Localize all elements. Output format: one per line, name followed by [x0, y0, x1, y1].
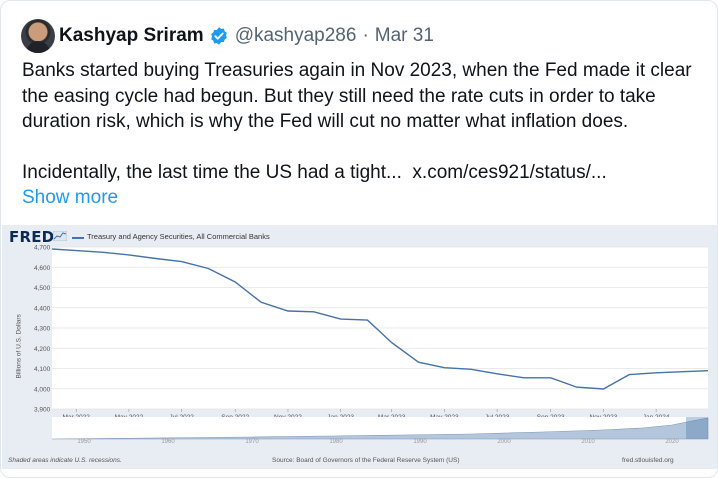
navigator-selection[interactable]: [686, 417, 708, 439]
y-tick-label: 4,100: [34, 366, 51, 373]
tweet-date[interactable]: Mar 31: [374, 25, 434, 46]
profile-avatar[interactable]: [21, 19, 55, 53]
tweet-link[interactable]: x.com/ces921/status/...: [412, 161, 607, 183]
y-tick-label: 4,600: [34, 265, 51, 272]
truncated-text: Incidentally, the last time the US had a…: [22, 161, 402, 183]
navigator-tick-label: 1990: [413, 439, 427, 445]
navigator-tick-label: 1950: [77, 439, 91, 445]
show-more-link[interactable]: Show more: [22, 187, 119, 208]
tweet-line: the easing cycle had begun. But they sti…: [22, 85, 656, 107]
header-separator: ·: [362, 25, 369, 46]
navigator-tick-label: 2000: [497, 439, 511, 445]
chart-source: Source: Board of Governors of the Federa…: [272, 457, 460, 464]
tweet-line: duration risk, which is why the Fed will…: [22, 111, 629, 132]
navigator-area: [51, 417, 709, 440]
tweet-line-truncated: Incidentally, the last time the US had a…: [22, 160, 706, 186]
verified-badge-icon: [210, 27, 227, 45]
navigator-tick-label: 1960: [161, 439, 175, 445]
user-handle[interactable]: @kashyap286: [234, 25, 357, 46]
navigator-tick-label: 2020: [665, 439, 679, 445]
y-tick-label: 4,500: [34, 285, 51, 292]
fred-chart-image[interactable]: FRED Treasury and Agency Securities, All…: [2, 225, 717, 469]
series-line: [51, 248, 709, 390]
navigator-tick-label: 1970: [245, 439, 259, 445]
line-plot: 4,700 4,600 4,500 4,400 4,300 4,200 4,100 4,000…: [34, 245, 709, 445]
navigator-tick-label: 1980: [329, 439, 343, 445]
recession-note: Shaded areas indicate U.S. recessions.: [8, 457, 122, 464]
y-tick-label: 4,700: [34, 245, 51, 252]
y-tick-label: 3,900: [34, 407, 51, 414]
legend-label: Treasury and Agency Securities, All Comm…: [87, 232, 270, 241]
navigator-tick-label: 2010: [581, 439, 595, 445]
y-tick-label: 4,200: [34, 346, 51, 353]
tweet-line: Banks started buying Treasuries again in…: [22, 60, 692, 81]
fred-chart-logo-icon: [53, 231, 67, 241]
y-tick-label: 4,000: [34, 386, 51, 393]
y-tick-label: 4,400: [34, 305, 51, 312]
fred-logo: FRED: [9, 228, 55, 246]
tweet-header: Kashyap Sriram @kashyap286 · Mar 31: [59, 23, 434, 49]
fred-site-link[interactable]: fred.stlouisfed.org: [622, 457, 674, 464]
y-tick-label: 4,300: [34, 326, 51, 333]
tweet-text: Banks started buying Treasuries again in…: [22, 58, 706, 211]
legend-swatch: [72, 237, 84, 239]
display-name[interactable]: Kashyap Sriram: [59, 25, 204, 46]
